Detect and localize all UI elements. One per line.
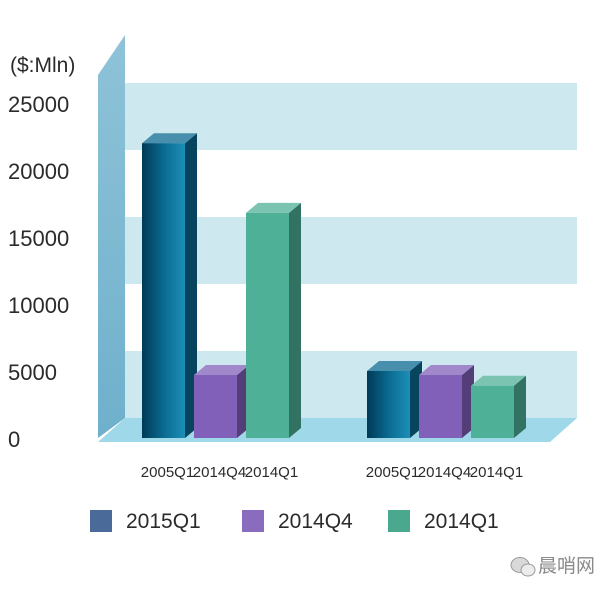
bar-front (471, 385, 514, 438)
watermark: 晨哨网 (510, 555, 595, 577)
legend-item: 2015Q1 (90, 510, 201, 533)
x-tick-label: 2014Q4 (193, 464, 246, 481)
legend-swatch (388, 510, 410, 532)
y-tick-label: 0 (8, 427, 20, 452)
bar (367, 361, 422, 438)
bar (142, 133, 197, 438)
y-axis: 0 5000 10000 15000 20000 25000 (8, 92, 69, 452)
bar (246, 202, 301, 438)
legend-item: 2014Q1 (388, 510, 499, 533)
bar-top (419, 365, 474, 376)
bar-group (142, 133, 526, 438)
grid-bands (125, 83, 577, 418)
x-tick-label: 2014Q1 (470, 464, 523, 481)
legend-item: 2014Q4 (242, 510, 353, 533)
bar-front (419, 375, 462, 438)
bar (419, 365, 474, 438)
legend: 2015Q1 2014Q4 2014Q1 (90, 510, 499, 533)
bar-top (367, 361, 422, 371)
grid-band (125, 217, 577, 284)
x-tick-label: 2014Q4 (418, 464, 471, 481)
y-tick-label: 5000 (8, 360, 57, 385)
y-tick-label: 15000 (8, 226, 69, 251)
x-tick-label: 2005Q1 (141, 464, 194, 481)
bar-top (194, 365, 249, 376)
bar-side (289, 202, 301, 438)
grid-band (125, 83, 577, 150)
legend-label: 2014Q1 (424, 510, 499, 533)
x-tick-label: 2014Q1 (245, 464, 298, 481)
bar-top (142, 133, 197, 144)
y-tick-label: 20000 (8, 159, 69, 184)
bar-top (471, 375, 526, 386)
bar (194, 365, 249, 438)
y-tick-label: 25000 (8, 92, 69, 117)
bar-front (246, 212, 289, 438)
watermark-text: 晨哨网 (538, 555, 595, 577)
legend-label: 2014Q4 (278, 510, 353, 533)
bar-side (185, 133, 197, 438)
bar (471, 375, 526, 438)
legend-swatch (242, 510, 264, 532)
legend-label: 2015Q1 (126, 510, 201, 533)
bar-front (367, 371, 410, 438)
bar-top (246, 202, 301, 213)
bar-side (514, 375, 526, 438)
bar-front (194, 375, 237, 438)
wechat-icon (510, 557, 536, 577)
unit-label: ($:Mln) (10, 54, 75, 77)
x-tick-label: 2005Q1 (366, 464, 419, 481)
legend-swatch (90, 510, 112, 532)
y-tick-label: 10000 (8, 293, 69, 318)
bar-front (142, 143, 185, 438)
side-wall (98, 35, 125, 438)
